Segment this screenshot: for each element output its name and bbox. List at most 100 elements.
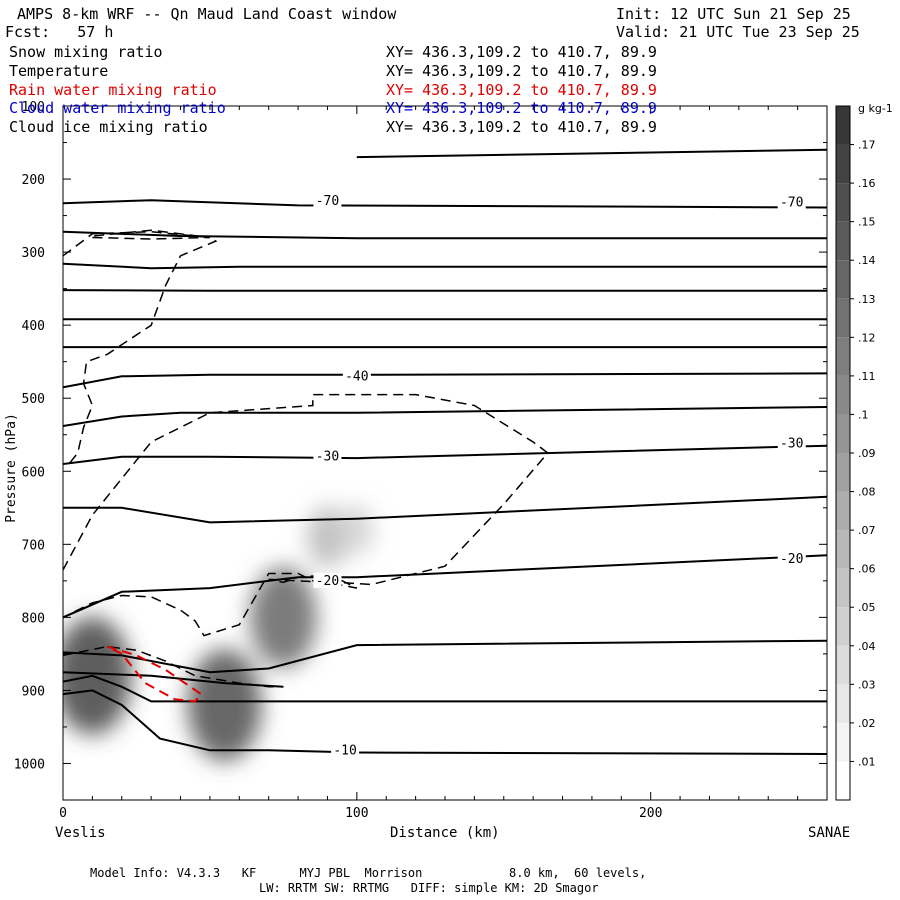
legend-xy-temperature: XY= 436.3,109.2 to 410.7, 89.9 bbox=[386, 62, 657, 80]
model-info-line2: LW: RRTM SW: RRTMG DIFF: simple KM: 2D S… bbox=[259, 881, 599, 895]
y-tick-label-0: 100 bbox=[22, 100, 45, 115]
temperature-label-7: -10 bbox=[331, 742, 360, 758]
y-tick-label-1: 200 bbox=[22, 173, 45, 188]
colorbar-bin-17 bbox=[836, 106, 850, 145]
y-tick-label-9: 1000 bbox=[14, 757, 45, 772]
isotherm-line-13 bbox=[63, 674, 827, 703]
legend-xy-snow: XY= 436.3,109.2 to 410.7, 89.9 bbox=[386, 43, 657, 61]
model-info-line1: Model Info: V4.3.3 KF MYJ PBL Morrison 8… bbox=[90, 866, 647, 880]
snow-maximum-2 bbox=[249, 566, 317, 668]
y-tick-label-7: 800 bbox=[22, 611, 45, 626]
colorbar-bin-8 bbox=[836, 453, 850, 492]
colorbar-tick-2: .03 bbox=[858, 678, 876, 691]
y-axis-title: Pressure (hPa) bbox=[4, 413, 19, 523]
svg-text:-70: -70 bbox=[316, 194, 339, 209]
cloud-ice-contour-0 bbox=[63, 230, 218, 465]
svg-text:-20: -20 bbox=[780, 552, 803, 567]
snow-maximum-3 bbox=[306, 506, 349, 568]
colorbar-unit: g kg-1 bbox=[858, 102, 893, 115]
valid-time: Valid: 21 UTC Tue 23 Sep 25 bbox=[616, 23, 860, 41]
colorbar-tick-10: .11 bbox=[858, 370, 876, 383]
colorbar-bin-0 bbox=[836, 761, 850, 800]
snow-maximum-1 bbox=[187, 649, 262, 762]
temperature-label-1: -70 bbox=[777, 194, 806, 210]
colorbar-bin-12 bbox=[836, 298, 850, 338]
colorbar-bin-6 bbox=[836, 530, 850, 569]
init-time: Init: 12 UTC Sun 21 Sep 25 bbox=[616, 5, 851, 23]
colorbar-bin-15 bbox=[836, 183, 850, 222]
colorbar-bin-2 bbox=[836, 684, 850, 723]
legend-xy-rain: XY= 436.3,109.2 to 410.7, 89.9 bbox=[386, 81, 657, 99]
legend-label-cloud-water: Cloud water mixing ratio bbox=[9, 99, 226, 117]
x-tick-label-0: 0 bbox=[59, 806, 67, 821]
temperature-label-6: -20 bbox=[777, 550, 806, 567]
isotherm-line-15 bbox=[356, 148, 827, 159]
colorbar-tick-6: .07 bbox=[858, 524, 876, 537]
colorbar-tick-8: .09 bbox=[858, 447, 876, 460]
colorbar-tick-9: .1 bbox=[858, 408, 869, 421]
cloud-ice-contour-1 bbox=[92, 229, 210, 240]
colorbar-bin-5 bbox=[836, 568, 850, 608]
colorbar-bin-4 bbox=[836, 607, 850, 646]
y-tick-label-3: 400 bbox=[22, 319, 45, 334]
temperature-label-2: -40 bbox=[342, 368, 371, 384]
legend-label-rain: Rain water mixing ratio bbox=[9, 81, 217, 99]
svg-text:-30: -30 bbox=[316, 450, 339, 465]
x-axis-title: Distance (km) bbox=[390, 825, 500, 841]
y-tick-label-6: 700 bbox=[22, 538, 45, 553]
isotherm-line-2 bbox=[63, 262, 827, 270]
isotherm-line-11 bbox=[63, 639, 827, 674]
colorbar-tick-16: .17 bbox=[858, 139, 876, 152]
colorbar-tick-0: .01 bbox=[858, 755, 876, 768]
x-end-label: SANAE bbox=[808, 825, 851, 841]
y-tick-label-5: 600 bbox=[22, 465, 45, 480]
colorbar-tick-7: .08 bbox=[858, 486, 876, 499]
colorbar-bin-9 bbox=[836, 414, 850, 453]
temperature-label-4: -30 bbox=[777, 435, 806, 452]
x-start-label: Veslis bbox=[55, 825, 106, 841]
temperature-label-3: -30 bbox=[313, 448, 342, 465]
y-tick-label-2: 300 bbox=[22, 246, 45, 261]
x-tick-label-2: 200 bbox=[639, 806, 662, 821]
colorbar-tick-4: .05 bbox=[858, 601, 876, 614]
colorbar-tick-13: .14 bbox=[858, 254, 876, 267]
colorbar-bin-13 bbox=[836, 260, 850, 299]
isotherm-line-8 bbox=[63, 444, 827, 465]
snow-maximum-0 bbox=[63, 617, 132, 735]
snow-maximum-4 bbox=[339, 504, 375, 555]
y-tick-label-4: 500 bbox=[22, 392, 45, 407]
svg-text:-40: -40 bbox=[345, 369, 368, 384]
colorbar-tick-3: .04 bbox=[858, 640, 876, 653]
chart-title: AMPS 8-km WRF -- Qn Maud Land Coast wind… bbox=[17, 5, 397, 23]
colorbar-tick-14: .15 bbox=[858, 216, 876, 229]
colorbar-bin-7 bbox=[836, 491, 850, 531]
legend-xy-cloud-ice: XY= 436.3,109.2 to 410.7, 89.9 bbox=[386, 118, 657, 136]
x-tick-label-1: 100 bbox=[345, 806, 368, 821]
svg-text:-10: -10 bbox=[333, 743, 356, 758]
colorbar-bin-10 bbox=[836, 375, 850, 415]
colorbar-bin-3 bbox=[836, 645, 850, 685]
colorbar-tick-5: .06 bbox=[858, 563, 876, 576]
colorbar-bin-1 bbox=[836, 722, 850, 762]
colorbar-bin-14 bbox=[836, 221, 850, 261]
colorbar-tick-11: .12 bbox=[858, 331, 876, 344]
isotherm-line-10 bbox=[63, 554, 827, 619]
forecast-hour: Fcst: 57 h bbox=[5, 23, 114, 41]
isotherm-line-9 bbox=[63, 495, 827, 524]
isotherm-line-0 bbox=[63, 199, 827, 209]
isotherm-line-6 bbox=[63, 372, 827, 389]
isotherm-line-7 bbox=[63, 406, 827, 427]
colorbar-tick-12: .13 bbox=[858, 293, 876, 306]
colorbar-tick-1: .02 bbox=[858, 717, 876, 730]
legend-label-snow: Snow mixing ratio bbox=[9, 43, 163, 61]
legend-label-cloud-ice: Cloud ice mixing ratio bbox=[9, 118, 208, 136]
isotherm-line-3 bbox=[63, 289, 827, 292]
temperature-label-0: -70 bbox=[313, 192, 342, 209]
plot-frame bbox=[62, 105, 828, 801]
svg-text:-30: -30 bbox=[780, 437, 803, 452]
temperature-label-5: -20 bbox=[313, 572, 342, 589]
cloud-ice-contour-2 bbox=[63, 393, 549, 637]
svg-text:-70: -70 bbox=[780, 195, 803, 210]
legend-label-temperature: Temperature bbox=[9, 62, 109, 80]
colorbar-bin-11 bbox=[836, 337, 850, 376]
